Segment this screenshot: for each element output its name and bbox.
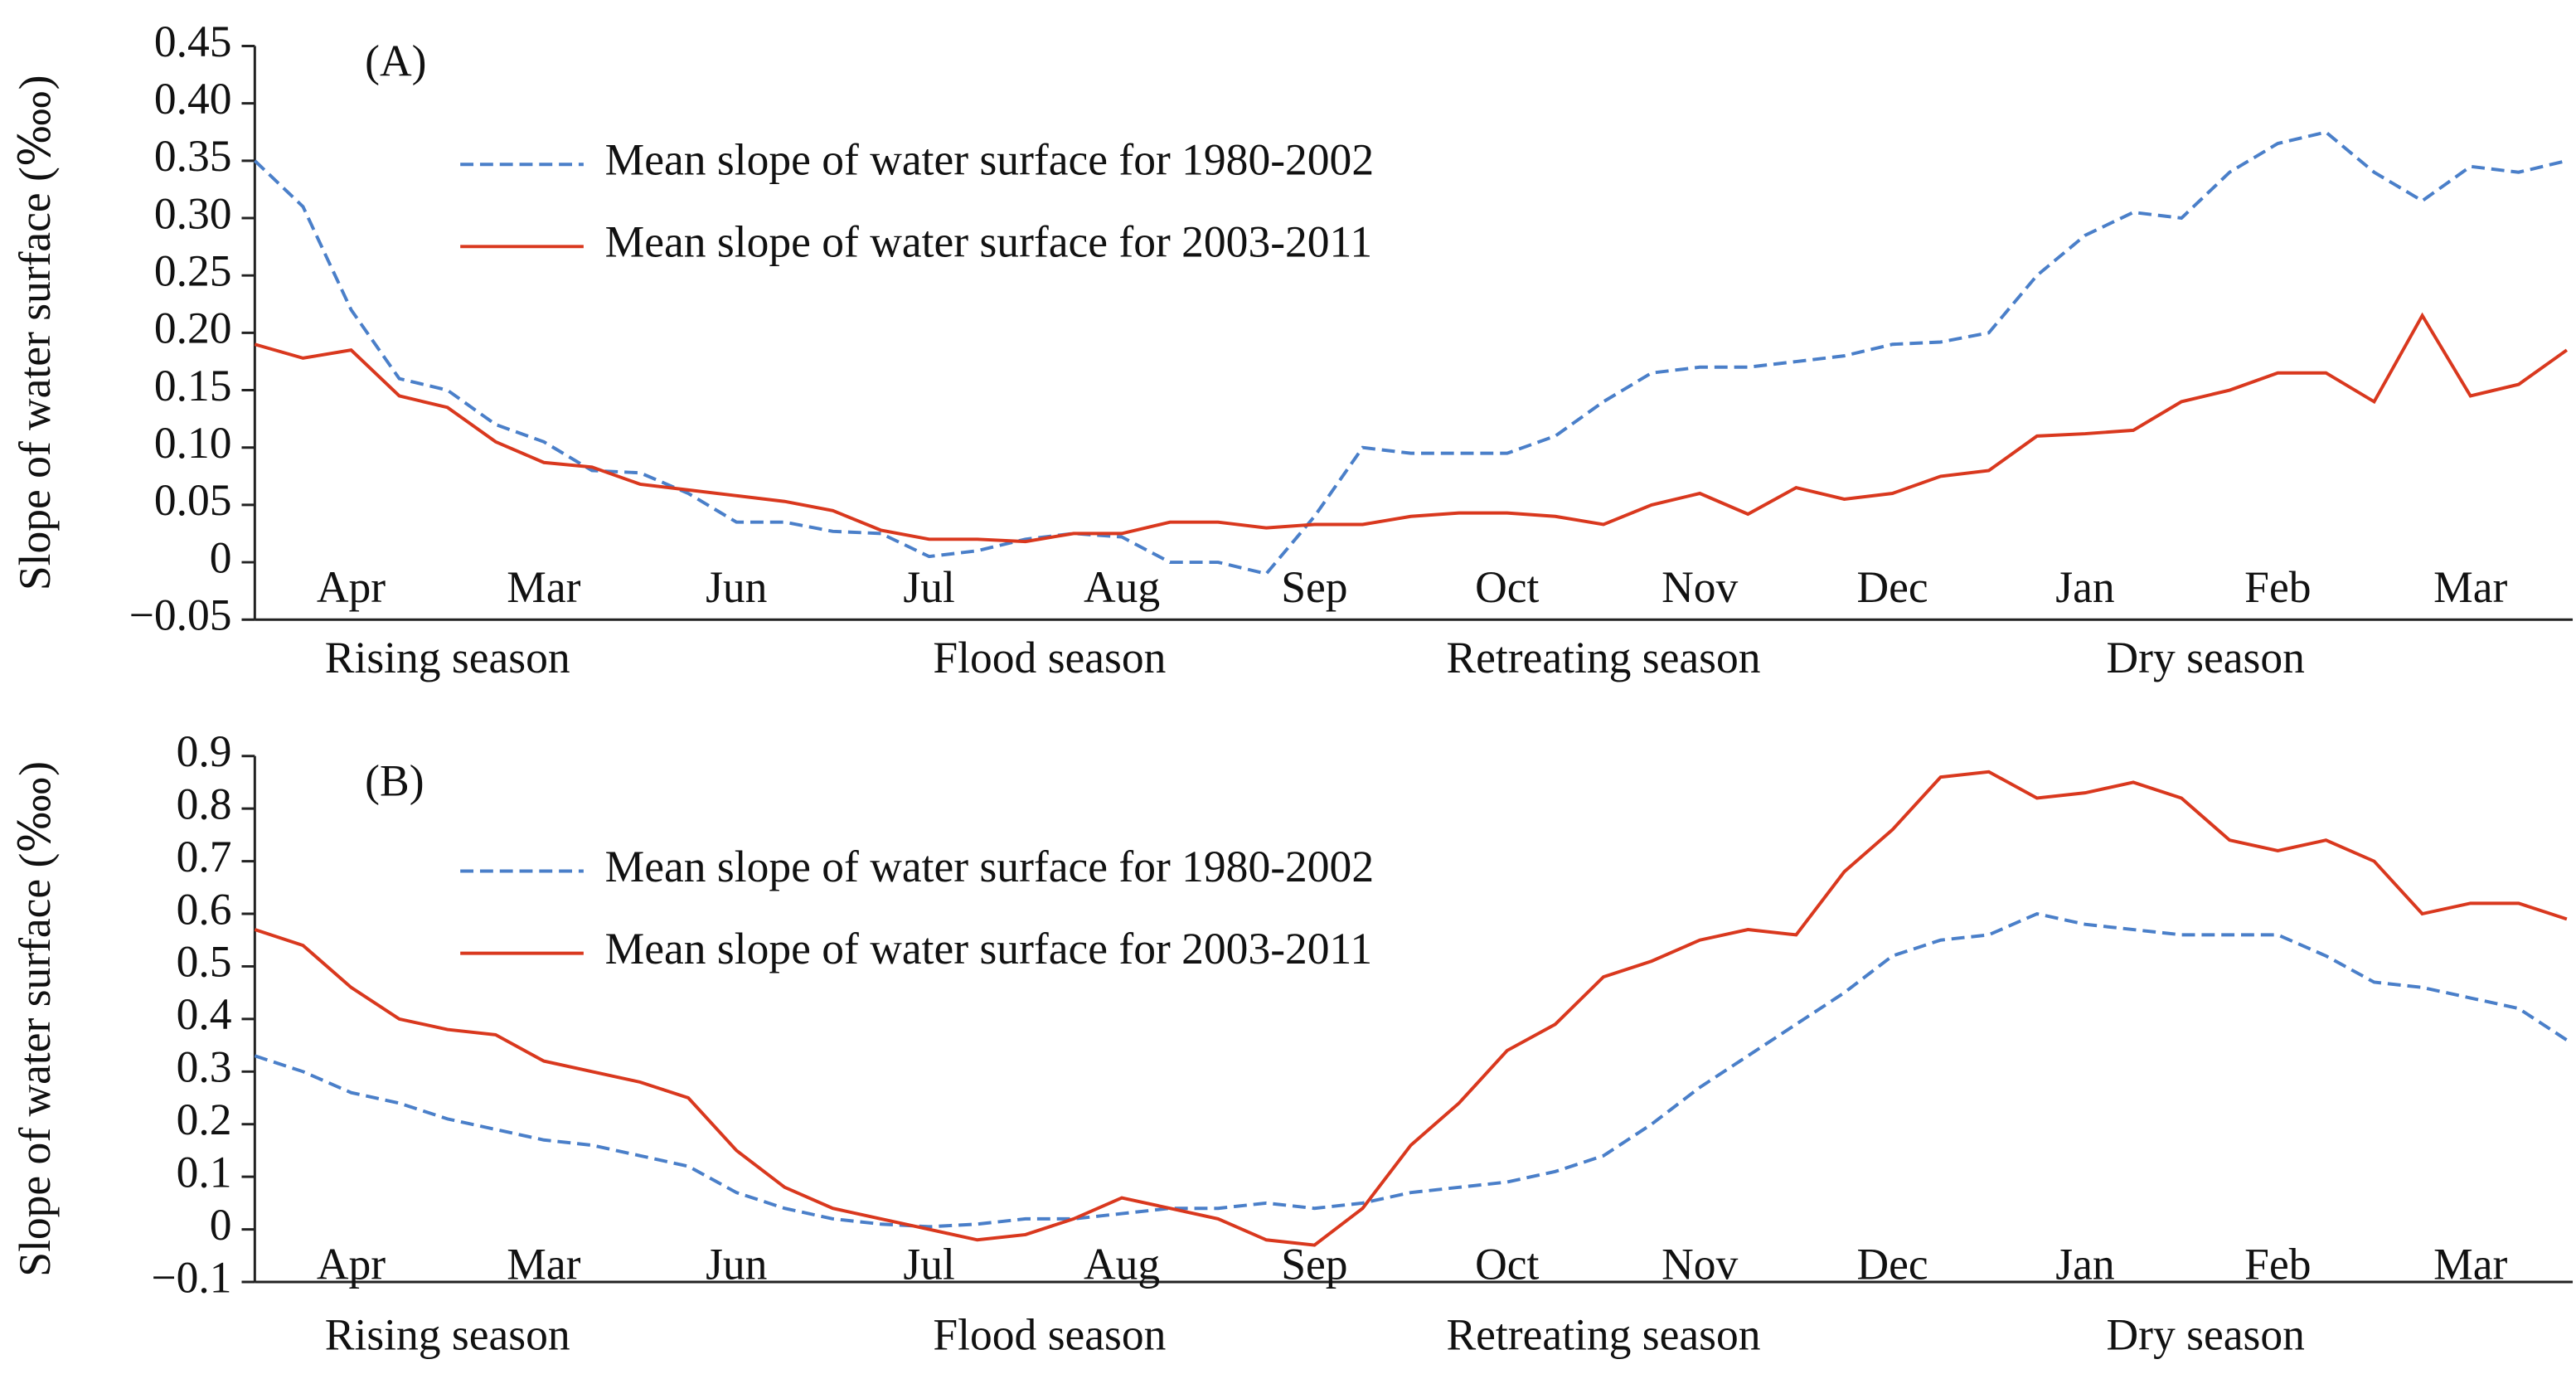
- x-tick-label: Dec: [1856, 1239, 1928, 1289]
- panel-label: (A): [365, 36, 426, 86]
- y-tick-label: −0.05: [129, 590, 232, 640]
- y-tick-label: 0.2: [177, 1095, 232, 1144]
- x-tick-label: Nov: [1662, 1239, 1738, 1289]
- x-tick-label: Mar: [507, 562, 580, 612]
- y-tick-label: 0.20: [154, 303, 232, 353]
- y-tick-label: 0.25: [154, 245, 232, 295]
- y-tick-label: 0: [210, 1200, 232, 1250]
- legend-label: Mean slope of water surface for 2003-201…: [605, 924, 1372, 973]
- y-tick-label: 0.3: [177, 1042, 232, 1092]
- x-tick-label: Nov: [1662, 562, 1738, 612]
- x-tick-label: Jun: [706, 1239, 767, 1289]
- y-tick-label: 0.1: [177, 1147, 232, 1197]
- series-line: [253, 130, 2568, 576]
- x-tick-label: Apr: [317, 1239, 386, 1289]
- y-axis-label: Slope of water surface (‱): [10, 75, 60, 591]
- x-tick-label: Jul: [903, 1239, 954, 1289]
- season-label: Retreating season: [1446, 633, 1760, 682]
- y-tick-label: 0.4: [177, 989, 232, 1039]
- x-tick-label: Jun: [706, 562, 767, 612]
- series-line: [254, 911, 2568, 1229]
- y-tick-label: 0.45: [154, 17, 232, 66]
- x-tick-label: Feb: [2244, 1239, 2311, 1289]
- x-tick-label: Aug: [1084, 562, 1160, 612]
- y-tick-label: 0.40: [154, 74, 232, 124]
- y-tick-label: 0.9: [177, 726, 232, 776]
- y-tick-label: −0.1: [151, 1252, 231, 1302]
- legend-label: Mean slope of water surface for 2003-201…: [605, 217, 1372, 267]
- y-tick-label: 0.6: [177, 884, 232, 934]
- y-tick-label: 0.05: [154, 475, 232, 525]
- y-tick-label: 0.30: [154, 188, 232, 238]
- series-line: [254, 312, 2569, 544]
- series-line: [254, 770, 2568, 1247]
- season-label: Retreating season: [1446, 1310, 1760, 1360]
- y-tick-label: 0.15: [154, 361, 232, 410]
- x-tick-label: Jan: [2055, 562, 2114, 612]
- x-tick-label: Apr: [317, 562, 386, 612]
- x-tick-label: Mar: [507, 1239, 580, 1289]
- x-tick-label: Jan: [2055, 1239, 2114, 1289]
- x-tick-label: Sep: [1281, 562, 1347, 612]
- legend-label: Mean slope of water surface for 1980-200…: [605, 134, 1374, 184]
- y-tick-label: 0.8: [177, 779, 232, 828]
- y-axis-label: Slope of water surface (‱): [10, 761, 60, 1277]
- x-tick-label: Mar: [2433, 1239, 2507, 1289]
- y-tick-label: 0.10: [154, 418, 232, 468]
- y-tick-label: 0: [210, 532, 232, 582]
- season-label: Dry season: [2107, 1310, 2305, 1360]
- season-label: Rising season: [325, 1310, 570, 1360]
- x-tick-label: Oct: [1475, 562, 1539, 612]
- y-tick-label: 0.5: [177, 937, 232, 987]
- x-tick-label: Sep: [1281, 1239, 1347, 1289]
- season-label: Dry season: [2107, 633, 2305, 682]
- x-tick-label: Jul: [903, 562, 954, 612]
- y-tick-label: 0.7: [177, 832, 232, 881]
- x-tick-label: Feb: [2244, 562, 2311, 612]
- season-label: Rising season: [325, 633, 570, 682]
- x-tick-label: Oct: [1475, 1239, 1539, 1289]
- season-label: Flood season: [933, 633, 1166, 682]
- legend-label: Mean slope of water surface for 1980-200…: [605, 842, 1374, 891]
- y-tick-label: 0.35: [154, 131, 232, 181]
- x-tick-label: Dec: [1856, 562, 1928, 612]
- panel-label: (B): [365, 756, 424, 806]
- x-tick-label: Aug: [1084, 1239, 1160, 1289]
- season-label: Flood season: [933, 1310, 1166, 1360]
- x-tick-label: Mar: [2433, 562, 2507, 612]
